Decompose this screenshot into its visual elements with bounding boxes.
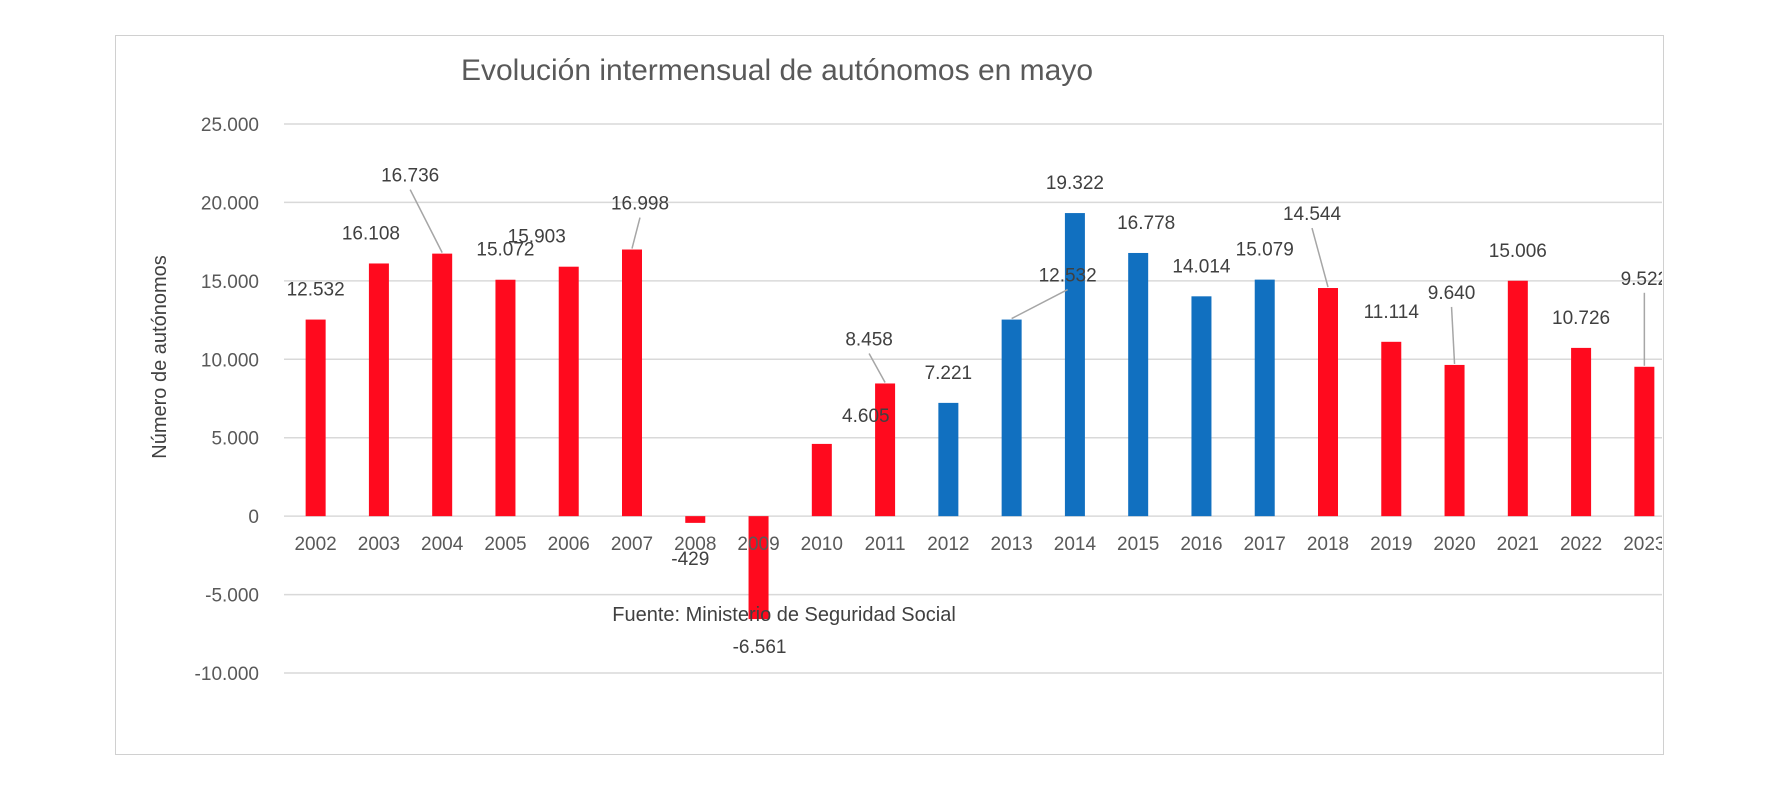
data-label-2015: 16.778 xyxy=(1117,213,1175,234)
x-tick-label: 2019 xyxy=(1370,534,1412,555)
bar-2014 xyxy=(1064,213,1085,517)
bar-2023 xyxy=(1634,366,1655,517)
bar-2015 xyxy=(1128,252,1149,517)
bar-2011 xyxy=(875,383,896,517)
x-tick-label: 2016 xyxy=(1180,534,1222,555)
data-label-2009: -6.561 xyxy=(733,637,787,658)
bar-2002 xyxy=(305,319,326,517)
x-tick-label: 2006 xyxy=(548,534,590,555)
source-note: Fuente: Ministerio de Seguridad Social xyxy=(612,604,956,626)
x-tick-label: 2010 xyxy=(801,534,843,555)
data-label-2011: 8.458 xyxy=(845,329,893,350)
bar-2009 xyxy=(748,516,769,620)
x-tick-label: 2013 xyxy=(990,534,1032,555)
bar-2016 xyxy=(1191,296,1212,517)
gridlines xyxy=(284,123,1662,674)
data-label-2014: 19.322 xyxy=(1046,173,1104,194)
bar-2013 xyxy=(1001,319,1022,517)
data-label-2004: 16.736 xyxy=(381,166,439,187)
leader-line xyxy=(1311,227,1329,288)
chart-svg: Evolución intermensual de autónomos en m… xyxy=(149,54,1662,685)
y-tick-label: 20.000 xyxy=(201,193,259,214)
y-tick-label: 15.000 xyxy=(201,272,259,293)
leader-line xyxy=(868,353,886,383)
data-label-2020: 9.640 xyxy=(1428,283,1476,304)
x-tick-label: 2002 xyxy=(294,534,336,555)
data-label-2022: 10.726 xyxy=(1552,308,1610,329)
y-tick-label: 5.000 xyxy=(211,429,259,450)
data-label-2007: 16.998 xyxy=(611,194,669,215)
x-tick-label: 2007 xyxy=(611,534,653,555)
x-tick-label: 2015 xyxy=(1117,534,1159,555)
y-tick-label: 10.000 xyxy=(201,350,259,371)
leader-line xyxy=(409,189,443,253)
data-label-2018: 14.544 xyxy=(1283,204,1342,225)
bar-2003 xyxy=(368,263,389,517)
bar-2021 xyxy=(1507,280,1528,517)
bar-2006 xyxy=(558,266,579,517)
bar-2007 xyxy=(622,249,642,517)
bar-2012 xyxy=(938,402,959,517)
bar-2020 xyxy=(1444,364,1465,517)
x-tick-label: 2020 xyxy=(1433,534,1475,555)
data-label-2008: -429 xyxy=(671,549,709,570)
data-label-2005: 15.072 xyxy=(476,240,534,261)
bar-2008 xyxy=(685,516,706,523)
x-tick-label: 2003 xyxy=(358,534,400,555)
y-tick-label: 25.000 xyxy=(201,115,259,136)
data-label-2006: 15.903 xyxy=(508,227,566,248)
x-tick-label: 2008 xyxy=(674,534,716,555)
chart-frame: Evolución intermensual de autónomos en m… xyxy=(115,35,1664,755)
y-tick-label: 0 xyxy=(248,507,259,528)
bars xyxy=(305,213,1655,620)
bar-2022 xyxy=(1571,347,1592,517)
y-axis-ticks: 25.000 20.000 15.000 10.000 5.000 0 -5.000 -10.… xyxy=(195,115,259,685)
y-tick-label: -5.000 xyxy=(205,586,259,607)
chart-title: Evolución intermensual de autónomos en m… xyxy=(461,54,1093,87)
leader-line xyxy=(1011,288,1068,320)
bar-2010 xyxy=(811,443,832,517)
x-tick-label: 2005 xyxy=(484,534,526,555)
x-tick-label: 2022 xyxy=(1560,534,1602,555)
x-tick-label: 2012 xyxy=(927,534,969,555)
data-label-2019: 11.114 xyxy=(1364,302,1420,323)
data-label-2017: 15.079 xyxy=(1236,240,1294,261)
leader-line xyxy=(1450,306,1456,364)
data-label-2023: 9.522 xyxy=(1621,269,1662,290)
bar-2005 xyxy=(495,279,516,517)
x-tick-label: 2009 xyxy=(737,534,779,555)
y-axis-title: Número de autónomos xyxy=(149,255,171,458)
data-label-2010: 4.605 xyxy=(842,406,890,427)
data-label-2002: 12.532 xyxy=(287,280,345,301)
bar-2017 xyxy=(1254,279,1275,517)
x-axis-ticks: 2002 2003 2004 2005 2006 2007 2008 2009 2010 2011… xyxy=(294,534,1662,555)
x-tick-label: 2017 xyxy=(1244,534,1286,555)
x-tick-label: 2011 xyxy=(865,534,906,555)
x-tick-label: 2018 xyxy=(1307,534,1349,555)
x-tick-label: 2004 xyxy=(421,534,464,555)
data-label-2013: 12.532 xyxy=(1039,266,1097,287)
label-leader-lines xyxy=(409,189,1646,383)
x-tick-label: 2014 xyxy=(1054,534,1097,555)
y-tick-label: -10.000 xyxy=(195,664,259,685)
bar-2018 xyxy=(1318,288,1338,517)
leader-line xyxy=(631,217,641,249)
bar-2019 xyxy=(1381,341,1402,517)
data-label-2012: 7.221 xyxy=(925,363,973,384)
x-tick-label: 2023 xyxy=(1623,534,1662,555)
data-label-2016: 14.014 xyxy=(1172,256,1231,277)
x-tick-label: 2021 xyxy=(1497,534,1539,555)
data-label-2003: 16.108 xyxy=(342,223,400,244)
bar-2004 xyxy=(432,253,453,517)
data-label-2021: 15.006 xyxy=(1489,241,1547,262)
